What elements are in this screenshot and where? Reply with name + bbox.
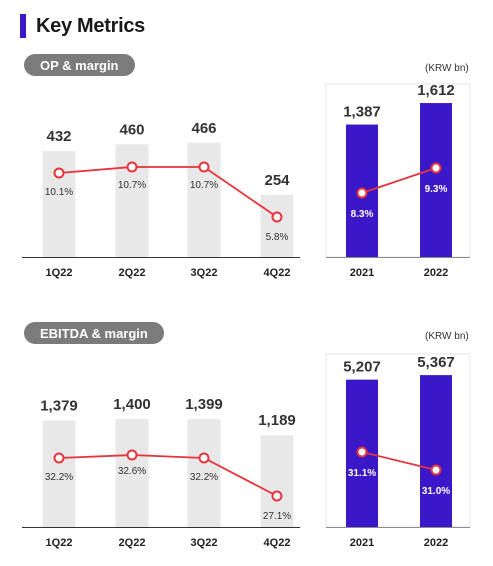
op-quarterly-margin-point: [198, 161, 210, 173]
ebitda-quarterly-margin-line: [58, 454, 278, 497]
op-quarterly-margin-label: 10.1%: [45, 187, 73, 198]
ebitda-quarterly-value-label: 1,189: [258, 412, 296, 429]
ebitda-quarterly-margin-label: 32.2%: [190, 472, 218, 483]
ebitda-annual-margin-label: 31.0%: [422, 486, 450, 497]
ebitda-annual-tick-label: 2021: [350, 537, 374, 549]
op-annual-margin-line: [361, 167, 437, 194]
op-annual-tick-label: 2022: [424, 267, 448, 279]
ebitda-quarterly-tick-label: 2Q22: [119, 537, 146, 549]
ebitda-quarterly-tick-label: 3Q22: [191, 537, 218, 549]
ebitda-quarterly-value-label: 1,400: [113, 396, 151, 413]
ebitda-quarterly-margin-label: 27.1%: [263, 511, 291, 522]
ebitda-quarterly-bar: [260, 435, 294, 527]
ebitda-annual-margin-point: [356, 446, 368, 458]
ebitda-quarterly-margin-point: [126, 449, 138, 461]
op-annual-bar: [420, 103, 452, 257]
op-quarterly-margin-line: [58, 166, 278, 218]
op-quarterly-bar: [260, 194, 294, 257]
ebitda-quarterly-value-label: 1,379: [40, 398, 78, 415]
op-annual-panel-frame: [325, 83, 471, 258]
op-quarterly-value-label: 466: [191, 120, 216, 137]
op-quarterly-margin-label: 10.7%: [118, 180, 146, 191]
op-unit-label: (KRW bn): [425, 63, 469, 74]
op-quarterly-tick-label: 1Q22: [46, 267, 73, 279]
ebitda-annual-value-label: 5,367: [417, 354, 455, 371]
op-annual-margin-point: [430, 162, 442, 174]
ebitda-quarterly-margin-point: [271, 490, 283, 502]
op-annual-tick-label: 2021: [350, 267, 374, 279]
op-quarterly-value-label: 432: [46, 128, 71, 145]
op-quarterly-margin-label: 5.8%: [266, 232, 289, 243]
ebitda-annual-bar: [420, 375, 452, 527]
op-quarterly-margin-point: [126, 161, 138, 173]
ebitda-annual-value-label: 5,207: [343, 359, 381, 376]
ebitda-quarterly-bar: [187, 418, 221, 527]
page-title: Key Metrics: [36, 14, 145, 37]
ebitda-quarterly-margin-point: [53, 452, 65, 464]
op-quarterly-tick-label: 3Q22: [191, 267, 218, 279]
ebitda-quarterly-bar: [115, 418, 149, 527]
op-quarterly-tick-label: 4Q22: [264, 267, 291, 279]
op-section-label: OP & margin: [24, 54, 135, 76]
op-quarterly-margin-point: [53, 167, 65, 179]
op-quarterly-tick-label: 2Q22: [119, 267, 146, 279]
ebitda-annual-panel-frame: [325, 353, 471, 528]
ebitda-quarterly-margin-point: [198, 452, 210, 464]
op-annual-margin-label: 9.3%: [425, 184, 448, 195]
ebitda-annual-margin-label: 31.1%: [348, 468, 376, 479]
ebitda-annual-margin-line: [361, 451, 437, 471]
ebitda-annual-tick-label: 2022: [424, 537, 448, 549]
ebitda-quarterly-margin-label: 32.6%: [118, 466, 146, 477]
op-quarterly-bar: [187, 142, 221, 257]
ebitda-quarterly-value-label: 1,399: [185, 396, 223, 413]
title-accent-bar: [20, 14, 26, 38]
op-quarterly-margin-label: 10.7%: [190, 180, 218, 191]
ebitda-quarterly-bar: [42, 420, 76, 527]
op-annual-value-label: 1,612: [417, 82, 455, 99]
op-quarterly-value-label: 460: [119, 121, 144, 138]
ebitda-unit-label: (KRW bn): [425, 331, 469, 342]
op-annual-margin-point: [356, 187, 368, 199]
ebitda-quarterly-margin-label: 32.2%: [45, 472, 73, 483]
ebitda-quarterly-tick-label: 1Q22: [46, 537, 73, 549]
op-quarterly-margin-point: [271, 211, 283, 223]
ebitda-annual-margin-point: [430, 464, 442, 476]
page-header: Key Metrics: [20, 12, 145, 40]
ebitda-quarterly-tick-label: 4Q22: [264, 537, 291, 549]
op-quarterly-bar: [42, 151, 76, 257]
op-annual-value-label: 1,387: [343, 104, 381, 121]
op-quarterly-bar: [115, 144, 149, 257]
ebitda-section-label: EBITDA & margin: [24, 322, 164, 344]
op-annual-margin-label: 8.3%: [351, 209, 374, 220]
op-quarterly-value-label: 254: [264, 172, 290, 189]
